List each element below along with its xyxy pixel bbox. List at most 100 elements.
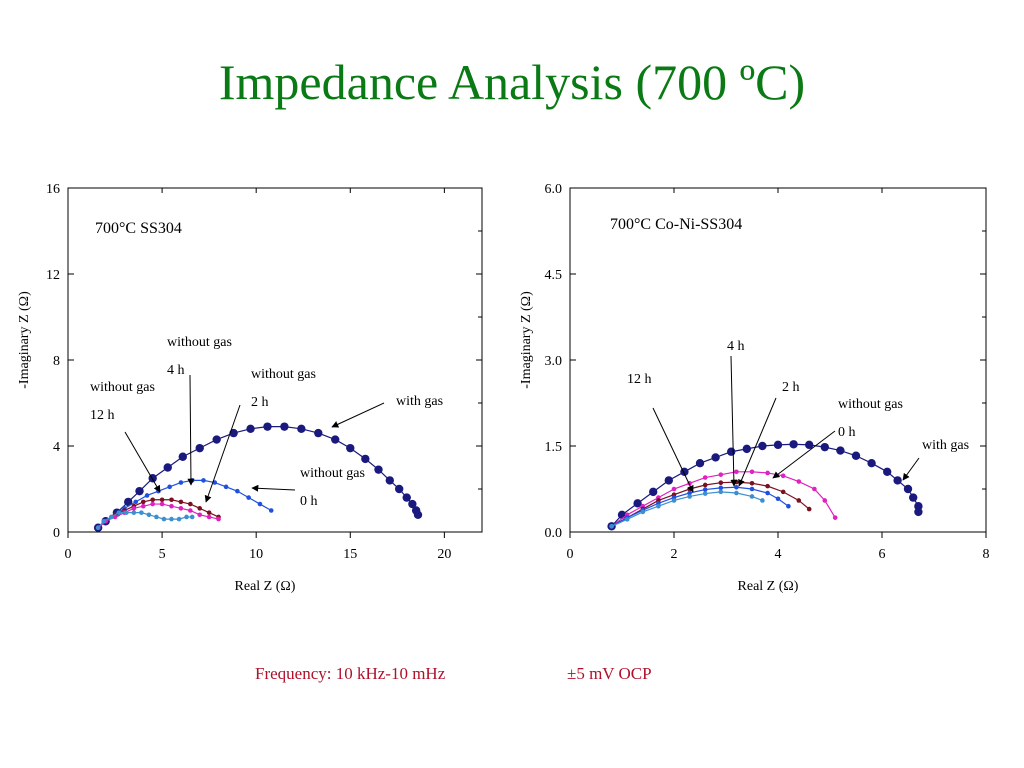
data-point xyxy=(727,447,736,456)
data-point xyxy=(687,494,692,499)
data-point xyxy=(702,482,708,488)
data-point xyxy=(749,494,755,499)
data-point xyxy=(806,506,812,512)
y-axis-label: -Imaginary Z (Ω) xyxy=(17,291,32,389)
data-point xyxy=(822,498,828,503)
series-line xyxy=(97,479,272,529)
data-point xyxy=(197,512,203,518)
data-point xyxy=(197,506,203,511)
chart-title: 700°C SS304 xyxy=(95,220,182,237)
annotation-label: without gas xyxy=(838,397,903,412)
series-line xyxy=(611,471,836,527)
data-point xyxy=(702,475,708,480)
data-point xyxy=(159,501,165,507)
annotation-label: with gas xyxy=(922,438,969,453)
data-point xyxy=(223,484,229,490)
annotation-label: 2 h xyxy=(251,395,269,410)
series-0 xyxy=(93,422,423,532)
annotation-arrow xyxy=(251,484,296,492)
annotation-label: 12 h xyxy=(90,408,115,423)
data-point xyxy=(796,498,802,503)
data-point xyxy=(786,503,791,509)
series-4 xyxy=(95,510,195,530)
data-point xyxy=(135,486,144,496)
chart-ss304: 0 4 8 12 16 0 5 10 15 20 Real Z (Ω) -Imaginary Z (Ω… xyxy=(17,182,483,594)
data-point xyxy=(246,495,251,500)
plot-frame xyxy=(67,187,483,533)
data-point xyxy=(163,463,172,472)
data-point xyxy=(229,428,238,438)
y-tick-label: 3.0 xyxy=(545,354,563,369)
data-point xyxy=(280,422,289,431)
data-point xyxy=(140,503,146,509)
plot-frame xyxy=(569,187,987,533)
annotation-label: with gas xyxy=(396,394,443,409)
data-point xyxy=(150,501,155,507)
data-point xyxy=(178,480,184,485)
y-tick-label: 1.5 xyxy=(545,440,563,455)
annotation-arrow xyxy=(124,431,161,493)
data-point xyxy=(144,493,150,498)
data-point xyxy=(206,514,212,520)
data-point xyxy=(749,486,755,492)
y-tick-label: 4.5 xyxy=(545,268,563,283)
data-point xyxy=(140,499,146,505)
data-point xyxy=(702,487,708,492)
data-point xyxy=(331,435,340,444)
x-axis-label: Real Z (Ω) xyxy=(235,579,296,594)
data-point xyxy=(178,506,184,511)
data-point xyxy=(297,424,306,433)
data-point xyxy=(154,514,159,520)
annotation-label: 2 h xyxy=(782,380,800,395)
series-line xyxy=(97,426,419,529)
data-point xyxy=(176,516,182,522)
data-point xyxy=(734,490,739,496)
data-point xyxy=(718,480,724,485)
x-axis-label: Real Z (Ω) xyxy=(738,579,799,594)
data-point xyxy=(124,510,129,515)
data-point xyxy=(161,516,167,522)
data-point xyxy=(718,489,724,495)
data-point xyxy=(734,479,739,485)
data-point xyxy=(765,470,770,476)
x-tick-label: 8 xyxy=(983,547,990,562)
data-point xyxy=(150,497,155,503)
footer-frequency: Frequency: 10 kHz-10 mHz xyxy=(255,664,446,683)
x-tick-label: 5 xyxy=(159,547,166,562)
data-point xyxy=(108,514,114,520)
data-point xyxy=(718,472,724,477)
y-tick-label: 6.0 xyxy=(545,182,563,197)
data-point xyxy=(95,525,101,530)
data-point xyxy=(408,499,417,509)
data-point xyxy=(760,498,765,503)
annotation-label: 12 h xyxy=(627,372,652,387)
data-point xyxy=(758,441,767,451)
series-2 xyxy=(95,497,221,530)
data-point xyxy=(851,451,861,460)
annotation-label: without gas xyxy=(90,380,155,395)
data-point xyxy=(649,487,658,497)
series-1 xyxy=(609,469,838,529)
data-point xyxy=(402,493,411,502)
data-point xyxy=(201,478,206,483)
data-point xyxy=(133,499,139,505)
data-point xyxy=(796,479,802,484)
data-point xyxy=(314,428,323,438)
data-point xyxy=(749,469,755,475)
data-point xyxy=(702,491,708,496)
data-point xyxy=(789,440,798,449)
data-point xyxy=(695,459,705,468)
annotation-label: 0 h xyxy=(300,494,318,509)
x-tick-label: 4 xyxy=(775,547,782,562)
annotation-label: 0 h xyxy=(838,425,856,440)
x-tick-label: 2 xyxy=(671,547,678,562)
series-4 xyxy=(609,489,765,529)
data-point xyxy=(395,484,404,494)
data-point xyxy=(385,476,394,485)
data-point xyxy=(413,510,423,519)
x-tick-label: 15 xyxy=(343,547,357,562)
y-axis-label: -Imaginary Z (Ω) xyxy=(519,291,534,389)
data-point xyxy=(206,510,212,515)
data-point xyxy=(734,484,739,490)
data-point xyxy=(832,515,838,520)
